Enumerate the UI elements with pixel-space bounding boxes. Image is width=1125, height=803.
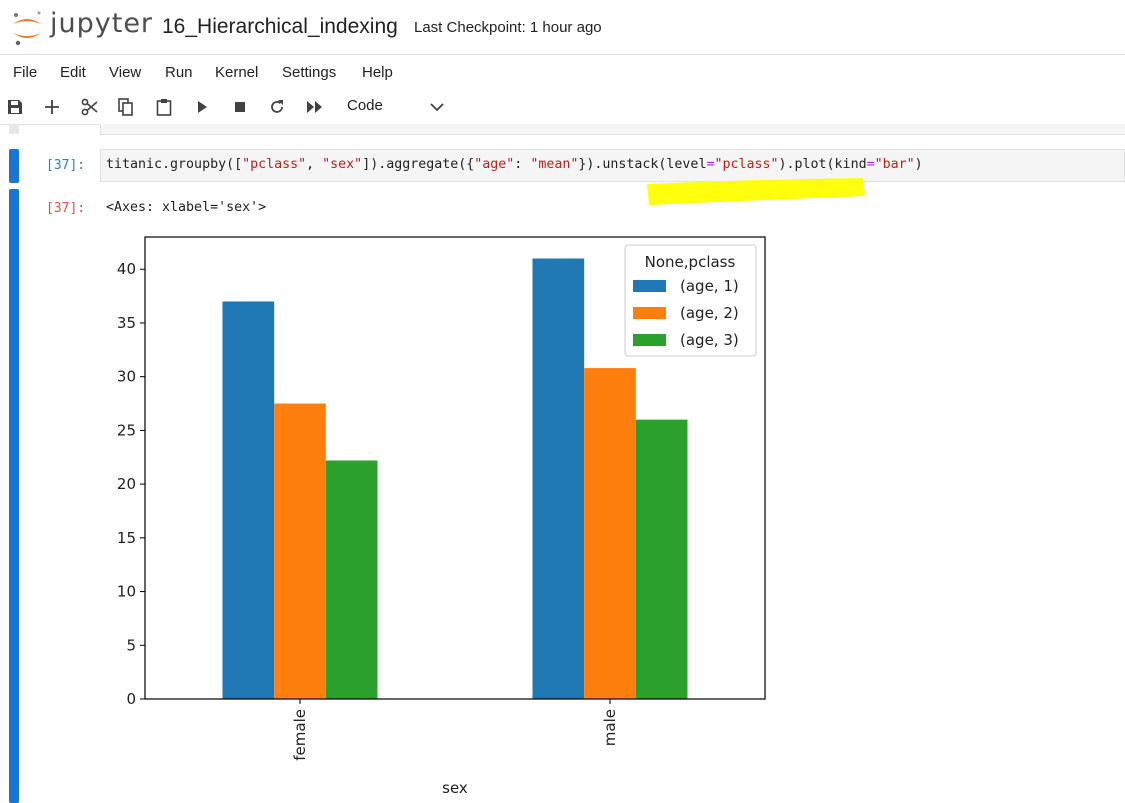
jupyter-logo-icon[interactable] [10, 8, 44, 48]
bar-female-2 [274, 403, 326, 699]
input-collapser[interactable] [9, 149, 19, 183]
save-icon[interactable] [4, 96, 26, 118]
x-tick-label: male [601, 709, 619, 746]
menu-file[interactable]: File [13, 64, 38, 81]
code-string: "age" [474, 157, 515, 172]
output-text: <Axes: xlabel='sex'> [106, 200, 267, 215]
axes-frame [144, 236, 766, 700]
code-string: "sex" [322, 157, 363, 172]
y-tick-label: 25 [117, 421, 136, 439]
checkpoint-status: Last Checkpoint: 1 hour ago [414, 19, 602, 36]
code-operator: = [706, 157, 715, 172]
top-bar: jupyter 16_Hierarchical_indexing Last Ch… [0, 0, 1125, 55]
y-tick-label: 40 [117, 260, 136, 278]
code-string: "pclass" [714, 157, 779, 172]
bar-male-3 [635, 419, 688, 699]
output-prompt: [37]: [46, 201, 86, 216]
legend-label: (age, 3) [680, 331, 739, 349]
bar-female-1 [222, 301, 275, 699]
y-tick-label: 20 [117, 475, 136, 493]
stop-icon[interactable] [229, 96, 251, 118]
legend-swatch [633, 334, 666, 346]
legend-box [624, 244, 757, 357]
y-tick-label: 5 [126, 636, 136, 654]
menu-help[interactable]: Help [362, 64, 393, 81]
code-text: ]).aggregate({ [362, 157, 475, 172]
output-collapser[interactable] [9, 189, 19, 803]
bar-male-2 [584, 368, 636, 699]
code-string: "bar" [874, 157, 915, 172]
y-tick-label: 35 [117, 314, 136, 332]
y-tick-label: 30 [117, 368, 136, 386]
restart-icon[interactable] [266, 96, 288, 118]
code-line: titanic.groupby(["pclass", "sex"]).aggre… [106, 157, 923, 172]
menu-run[interactable]: Run [165, 64, 193, 81]
run-icon[interactable] [191, 96, 213, 118]
add-icon[interactable] [41, 96, 63, 118]
code-text: titanic.groupby([ [106, 157, 243, 172]
notebook-toolbar [0, 90, 1125, 125]
y-tick-label: 0 [126, 690, 136, 708]
legend-swatch [633, 280, 666, 292]
y-tick-label: 10 [117, 583, 136, 601]
code-text: }).unstack(level [578, 157, 707, 172]
x-axis-label: sex [442, 779, 468, 797]
legend: None,pclass (age, 1) (age, 2) (age, 3) [624, 244, 757, 357]
highlighter-annotation [647, 178, 865, 205]
x-tick-label: female [291, 709, 309, 761]
menu-edit[interactable]: Edit [60, 64, 86, 81]
menu-settings[interactable]: Settings [282, 64, 337, 81]
code-text: ) [914, 157, 923, 172]
run-all-icon[interactable] [304, 96, 326, 118]
cut-icon[interactable] [79, 96, 101, 118]
input-prompt: [37]: [46, 158, 86, 173]
cell-type-select[interactable]: Code [347, 97, 383, 114]
previous-cell-input[interactable] [100, 124, 1125, 135]
code-string: "pclass" [242, 157, 307, 172]
code-string: "mean" [530, 157, 579, 172]
y-tick-label: 15 [117, 529, 136, 547]
code-operator: = [866, 157, 875, 172]
legend-label: (age, 2) [680, 304, 739, 322]
menu-bar: File Edit View Run Kernel Settings Help [0, 55, 1125, 89]
bar-chart: 0 5 10 15 20 25 30 35 40 female male None,pclass (… [117, 236, 766, 797]
previous-cell-collapser[interactable] [9, 124, 19, 134]
legend-label: (age, 1) [680, 277, 739, 295]
menu-view[interactable]: View [109, 64, 142, 81]
code-text: , [306, 157, 323, 172]
paste-icon[interactable] [153, 96, 175, 118]
bar-male-1 [532, 258, 585, 699]
code-editor[interactable] [100, 149, 1125, 182]
chevron-down-icon[interactable] [428, 99, 446, 115]
legend-title: None,pclass [645, 253, 736, 271]
brand-name: jupyter [50, 8, 154, 39]
notebook-title[interactable]: 16_Hierarchical_indexing [162, 15, 398, 38]
code-text: : [514, 157, 531, 172]
menu-kernel[interactable]: Kernel [215, 64, 259, 81]
bar-female-3 [325, 460, 378, 699]
copy-icon[interactable] [115, 96, 137, 118]
code-text: ).plot(kind [778, 157, 867, 172]
legend-swatch [633, 307, 666, 319]
